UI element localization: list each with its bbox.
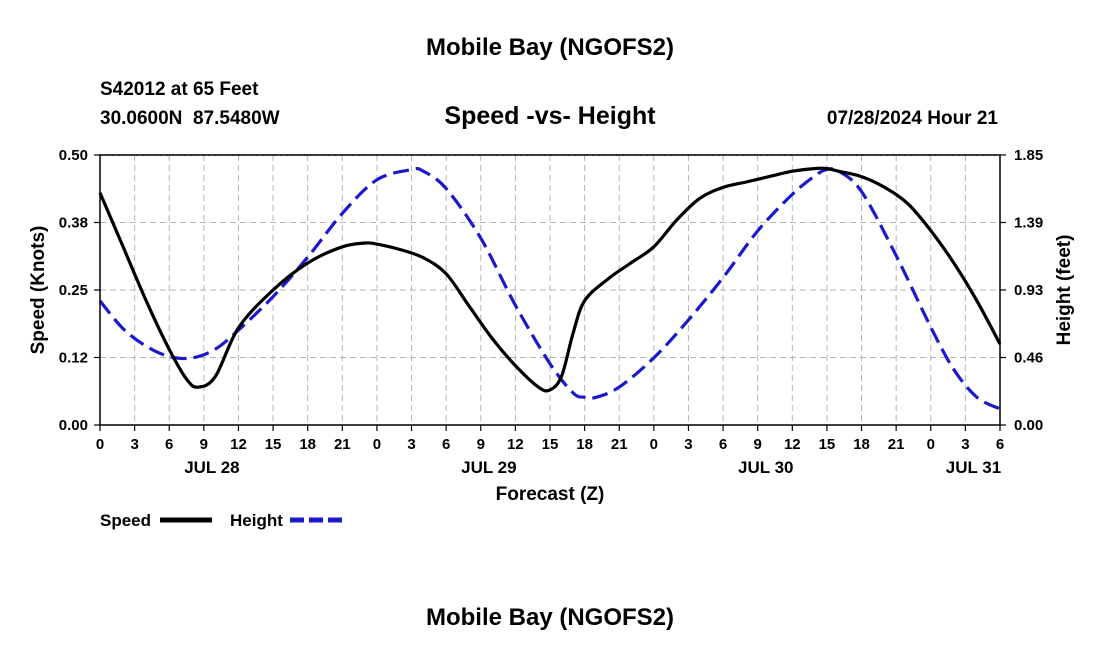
station-label: S42012 at 65 Feet xyxy=(100,79,259,100)
x-axis-title: Forecast (Z) xyxy=(496,484,605,505)
x-tick-label: 18 xyxy=(299,436,316,453)
date-label: JUL 28 xyxy=(184,458,239,477)
right-y-tick-label: 0.93 xyxy=(1014,282,1043,299)
left-y-tick-label: 0.25 xyxy=(59,282,88,299)
right-y-tick-label: 0.46 xyxy=(1014,350,1043,367)
date-label: JUL 30 xyxy=(738,458,793,477)
x-tick-label: 0 xyxy=(927,436,935,453)
legend-height-label: Height xyxy=(230,511,283,530)
x-tick-label: 6 xyxy=(996,436,1004,453)
x-tick-label: 9 xyxy=(477,436,485,453)
x-tick-label: 21 xyxy=(611,436,628,453)
speed-series-line xyxy=(98,166,1002,393)
x-tick-label: 9 xyxy=(200,436,208,453)
right-y-tick-label: 0.00 xyxy=(1014,417,1043,434)
legend-speed-label: Speed xyxy=(100,511,151,530)
forecast-timestamp: 07/28/2024 Hour 21 xyxy=(827,108,999,129)
x-tick-label: 3 xyxy=(684,436,692,453)
left-y-tick-label: 0.38 xyxy=(59,215,88,232)
left-y-tick-label: 0.50 xyxy=(59,147,88,164)
footer-title: Mobile Bay (NGOFS2) xyxy=(426,604,674,631)
x-tick-label: 3 xyxy=(961,436,969,453)
left-y-tick-label: 0.00 xyxy=(59,417,88,434)
x-tick-label: 6 xyxy=(165,436,173,453)
right-y-tick-label: 1.39 xyxy=(1014,215,1043,232)
x-tick-label: 15 xyxy=(819,436,836,453)
x-tick-label: 3 xyxy=(130,436,138,453)
left-y-tick-label: 0.12 xyxy=(59,350,88,367)
legend: Speed Height xyxy=(100,511,342,530)
x-tick-label: 18 xyxy=(576,436,593,453)
x-tick-label: 0 xyxy=(96,436,104,453)
x-tick-label: 15 xyxy=(265,436,282,453)
main-title: Mobile Bay (NGOFS2) xyxy=(426,34,674,61)
x-tick-label: 3 xyxy=(407,436,415,453)
right-y-tick-label: 1.85 xyxy=(1014,147,1043,164)
x-tick-label: 9 xyxy=(754,436,762,453)
x-tick-label: 6 xyxy=(442,436,450,453)
chart-subtitle: Speed -vs- Height xyxy=(444,102,656,130)
x-tick-label: 15 xyxy=(542,436,559,453)
x-tick-label: 12 xyxy=(507,436,524,453)
series-lines xyxy=(98,166,1002,411)
date-label: JUL 31 xyxy=(946,458,1001,477)
x-tick-label: 6 xyxy=(719,436,727,453)
coordinates-label: 30.0600N 87.5480W xyxy=(100,108,280,129)
axes: 0 3 6 9 12 15 18 21 0 3 6 9 12 15 18 21 0 3 6 9 12 15 18 21 0 3 6J… xyxy=(59,147,1043,477)
x-tick-label: 12 xyxy=(784,436,801,453)
x-tick-label: 0 xyxy=(650,436,658,453)
right-axis-title: Height (feet) xyxy=(1054,235,1075,346)
left-axis-title: Speed (Knots) xyxy=(28,226,49,355)
date-label: JUL 29 xyxy=(461,458,516,477)
x-tick-label: 12 xyxy=(230,436,247,453)
x-tick-label: 21 xyxy=(888,436,905,453)
x-tick-label: 18 xyxy=(853,436,870,453)
x-tick-label: 21 xyxy=(334,436,351,453)
x-tick-label: 0 xyxy=(373,436,381,453)
